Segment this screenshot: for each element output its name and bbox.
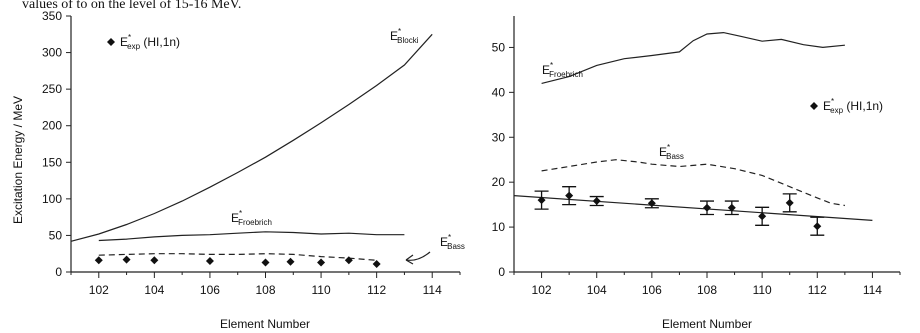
data-point (727, 203, 736, 212)
left-series (70, 33, 433, 268)
y-tick-label: 0 (498, 265, 505, 279)
data-point (703, 203, 711, 212)
data-point (592, 197, 601, 206)
data-point (122, 255, 131, 264)
x-tick-label: 108 (697, 283, 717, 297)
y-tick-label: 10 (492, 220, 506, 234)
right-x-axis-label: Element Number (662, 317, 752, 331)
data-point (372, 259, 381, 268)
y-tick-label: 250 (42, 82, 62, 96)
data-point (344, 256, 353, 265)
y-tick-label: 100 (42, 192, 62, 206)
data-point (758, 212, 767, 221)
right-annotations: E* Froebrich E* exp (HI,1n) E* Bass (542, 61, 883, 161)
x-tick-label: 114 (423, 283, 442, 297)
y-tick-label: 150 (42, 155, 62, 169)
left-y-axis-label: Excitation Energy / MeV (11, 96, 25, 224)
series-label: E* exp (HI,1n) (823, 97, 883, 115)
data-point (286, 257, 295, 266)
x-tick-label: 104 (587, 283, 607, 297)
x-tick-label: 112 (367, 283, 386, 297)
x-tick-label: 106 (642, 283, 662, 297)
left-chart: 0 50 100 150 200 250 300 350 102 104 106 108 110 112 1… (11, 9, 465, 331)
data-point (205, 257, 214, 266)
x-tick-label: 104 (144, 283, 164, 297)
y-tick-label: 50 (492, 40, 506, 54)
x-tick-label: 110 (753, 283, 772, 297)
data-point (317, 258, 326, 267)
series-label: E* Bass (659, 143, 684, 161)
series-line (98, 253, 377, 261)
data-point (647, 199, 656, 208)
arrow-line (405, 251, 431, 261)
series-label: E* Froebrich (231, 209, 272, 227)
y-tick-label: 300 (42, 46, 62, 60)
legend-marker (810, 102, 818, 110)
series-label: E* Blocki (390, 27, 419, 45)
right-series (513, 31, 873, 236)
data-point (150, 256, 159, 265)
data-point (565, 191, 574, 200)
data-point (261, 258, 270, 267)
x-tick-label: 110 (312, 283, 331, 297)
right-axes: 0 10 20 30 40 50 102 104 106 108 110 112 114 (492, 16, 901, 297)
y-tick-label: 200 (42, 119, 62, 133)
left-annotations: E* exp (HI,1n) E* Blocki E* Froebrich E* Bass (107, 27, 465, 265)
left-x-axis-label: Element Number (220, 317, 310, 331)
arrow-head (405, 254, 414, 265)
data-point (785, 198, 794, 207)
y-tick-label: 40 (492, 85, 506, 99)
x-tick-label: 112 (808, 283, 827, 297)
series-label: E* Bass (440, 233, 465, 251)
series-line (98, 231, 405, 242)
y-tick-label: 30 (492, 130, 506, 144)
series-line (70, 33, 433, 242)
left-axes: 0 50 100 150 200 250 300 350 102 104 106 108 110 112 1… (42, 9, 461, 297)
series-label: E* exp (HI,1n) (120, 33, 180, 51)
legend-marker (107, 38, 115, 46)
y-tick-label: 350 (42, 9, 62, 23)
x-tick-label: 106 (200, 283, 220, 297)
right-chart: 0 10 20 30 40 50 102 104 106 108 110 112 114 E* Froeb… (492, 16, 901, 331)
x-tick-label: 102 (532, 283, 552, 297)
series-line (513, 195, 873, 221)
x-tick-label: 102 (89, 283, 109, 297)
series-line (541, 159, 845, 207)
header-text: values of to on the level of 15-16 MeV. (22, 0, 241, 12)
x-tick-label: 108 (255, 283, 275, 297)
data-point (94, 256, 103, 265)
series-line (541, 31, 845, 84)
x-tick-label: 114 (863, 283, 882, 297)
y-tick-label: 20 (492, 175, 506, 189)
data-point (813, 222, 822, 231)
y-tick-label: 0 (55, 265, 62, 279)
data-point (537, 196, 546, 205)
series-label: E* Froebrich (542, 61, 583, 79)
y-tick-label: 50 (49, 228, 63, 242)
